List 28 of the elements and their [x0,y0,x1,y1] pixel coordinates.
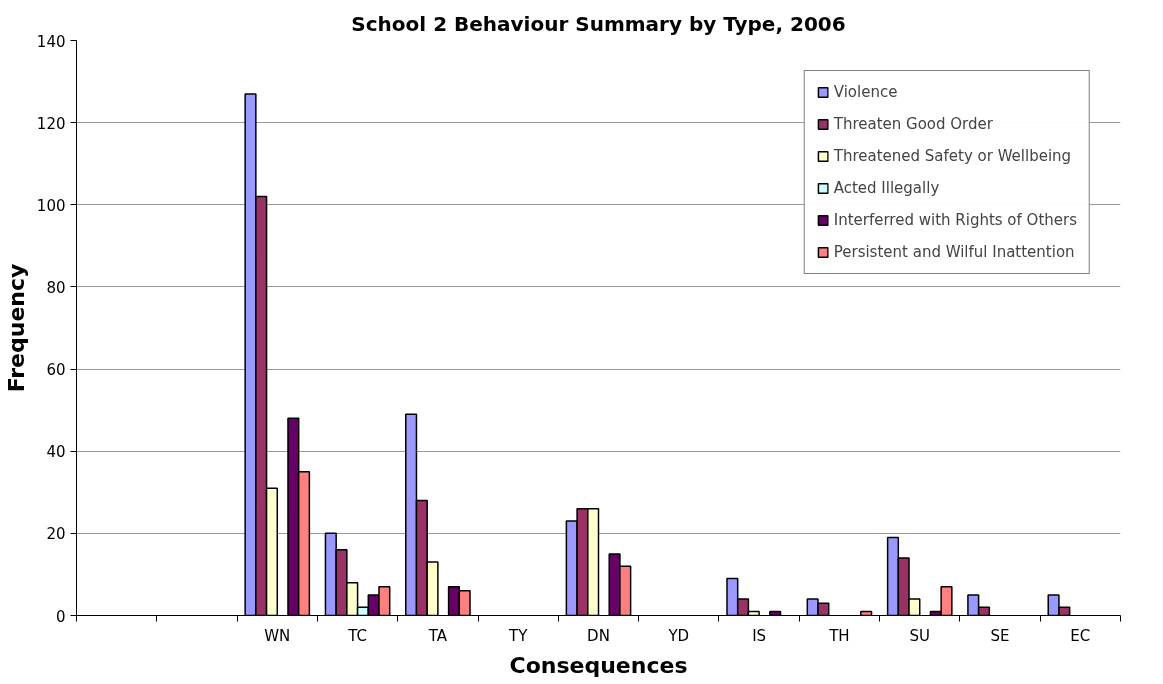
legend-label: Violence [833,83,898,101]
legend-label: Acted Illegally [833,179,940,197]
x-tick-label: TY [508,626,529,645]
y-tick-label: 100 [36,196,66,215]
legend-label: Threaten Good Order [833,115,993,133]
x-axis-title: Consequences [509,652,688,678]
y-axis-title: Frequency [3,263,29,393]
x-tick-label: EC [1070,626,1091,645]
y-tick-label: 80 [46,278,66,297]
y-tick-label: 60 [46,361,66,380]
y-tick-label: 140 [36,32,66,51]
x-tick-label: DN [587,626,610,645]
x-tick-label: SU [909,626,930,645]
y-tick-label: 120 [36,114,66,133]
y-tick-label: 0 [55,607,66,626]
x-tick-label: TH [828,626,850,645]
x-tick-label: IS [752,626,767,645]
x-tick-label: YD [667,626,690,645]
x-tick-label: TC [347,626,367,645]
legend-label: Threatened Safety or Wellbeing [833,147,1072,165]
chart-title: School 2 Behaviour Summary by Type, 2006 [351,11,846,36]
y-tick-label: 40 [46,443,66,462]
x-tick-label: SE [990,626,1010,645]
legend-label: Interferred with Rights of Others [833,211,1077,229]
legend-label: Persistent and Wilful Inattention [833,243,1075,261]
x-tick-label: TA [427,626,448,645]
x-tick-label: WN [264,626,291,645]
y-tick-label: 20 [46,525,66,544]
